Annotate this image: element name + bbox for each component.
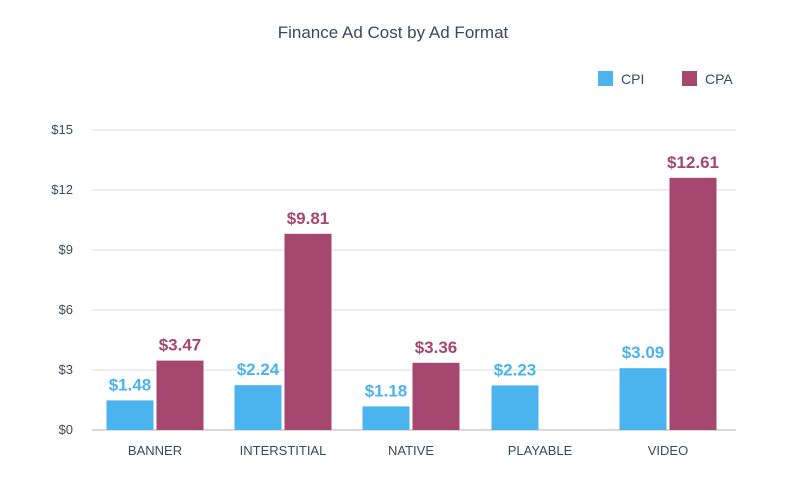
data-label-cpa: $3.47 (159, 336, 202, 355)
y-tick-label: $9 (59, 242, 73, 257)
legend-swatch-cpi (598, 71, 613, 86)
x-category-label: PLAYABLE (508, 443, 573, 458)
y-tick-label: $3 (59, 362, 73, 377)
bars (106, 177, 717, 430)
bar-cpi (362, 406, 410, 430)
legend: CPI CPA (598, 71, 733, 87)
data-label-cpi: $3.09 (622, 343, 665, 362)
bar-cpi (619, 368, 667, 430)
bar-cpa (669, 177, 717, 430)
x-category-label: BANNER (128, 443, 182, 458)
data-label-cpi: $1.48 (109, 375, 152, 394)
y-tick-label: $15 (51, 122, 73, 137)
bar-cpi (491, 385, 539, 430)
data-label-cpa: $9.81 (287, 209, 330, 228)
x-category-label: INTERSTITIAL (240, 443, 327, 458)
x-category-label: NATIVE (388, 443, 434, 458)
bar-cpa (156, 360, 204, 430)
bar-cpa (412, 362, 460, 430)
data-label-cpi: $2.23 (494, 360, 537, 379)
y-tick-label: $6 (59, 302, 73, 317)
y-tick-label: $12 (51, 182, 73, 197)
y-tick-label: $0 (59, 422, 73, 437)
y-axis-ticks: $0 $3 $6 $9 $12 $15 (51, 122, 73, 437)
x-category-label: VIDEO (648, 443, 688, 458)
legend-swatch-cpa (682, 71, 697, 86)
legend-label-cpi: CPI (621, 71, 644, 87)
chart-title: Finance Ad Cost by Ad Format (278, 23, 509, 42)
x-axis-categories: BANNER INTERSTITIAL NATIVE PLAYABLE VIDEO (128, 443, 688, 458)
data-label-cpa: $12.61 (667, 153, 719, 172)
data-label-cpi: $1.18 (365, 381, 408, 400)
legend-label-cpa: CPA (705, 71, 733, 87)
bar-cpi (234, 385, 282, 430)
bar-cpa (284, 233, 332, 430)
data-label-cpi: $2.24 (237, 360, 280, 379)
data-label-cpa: $3.36 (415, 338, 458, 357)
bar-cpi (106, 400, 154, 430)
data-labels: $1.48 $3.47 $2.24 $9.81 $1.18 $3.36 $2.23 $3.09… (109, 153, 719, 401)
